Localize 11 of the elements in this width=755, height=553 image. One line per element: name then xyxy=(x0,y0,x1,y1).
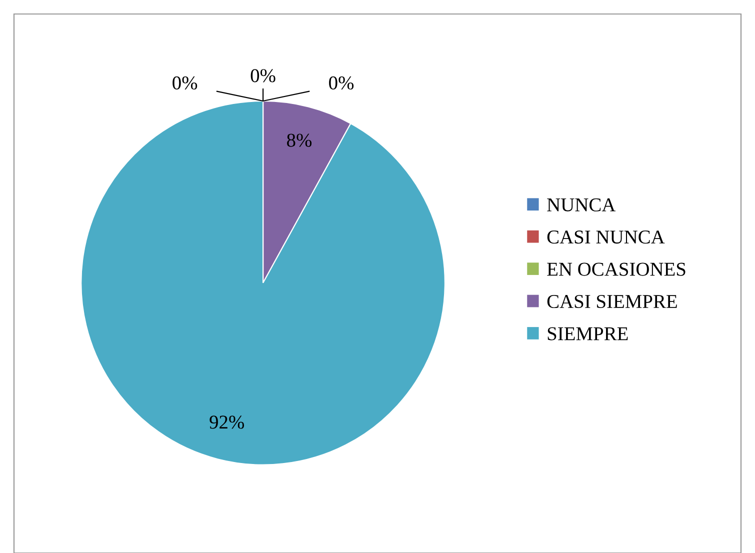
pie-slice xyxy=(80,100,446,466)
data-label: 92% xyxy=(210,416,244,429)
data-label: 8% xyxy=(287,134,312,147)
legend-label: CASI SIEMPRE xyxy=(547,294,677,308)
text: 0% xyxy=(250,69,276,82)
legend-label: EN OCASIONES xyxy=(547,262,686,276)
text: 0% xyxy=(329,76,354,90)
legend-label: CASI NUNCA xyxy=(547,230,665,244)
legend-label: SIEMPRE xyxy=(548,327,628,340)
legend-label: NUNCA xyxy=(547,198,616,212)
text: 0% xyxy=(172,76,198,90)
